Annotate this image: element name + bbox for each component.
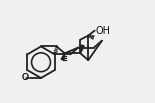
Polygon shape [61,53,65,60]
Text: O: O [22,73,29,83]
Text: OH: OH [95,26,110,36]
Text: O: O [22,73,29,83]
Polygon shape [80,45,84,53]
